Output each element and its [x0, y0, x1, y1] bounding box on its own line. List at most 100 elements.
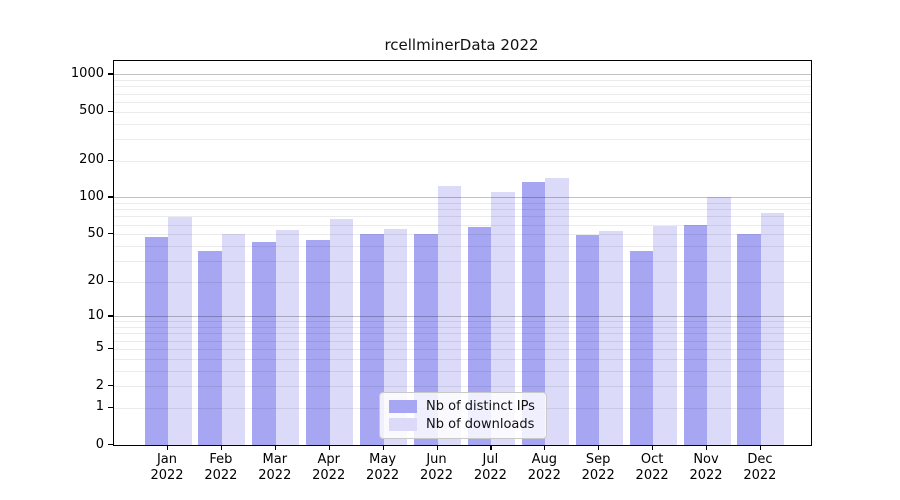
- legend: Nb of distinct IPs Nb of downloads: [379, 392, 547, 439]
- x-tick-label: May 2022: [356, 452, 410, 484]
- y-tick-mark: [108, 385, 113, 387]
- gridline-minor: [114, 80, 811, 82]
- bar-nb-of-downloads: [168, 217, 192, 445]
- x-tick-year: 2022: [473, 468, 507, 483]
- bar-nb-of-distinct-ips: [360, 234, 384, 445]
- x-tick-month: Apr: [317, 452, 340, 467]
- legend-row: Nb of downloads: [389, 417, 535, 432]
- bar-nb-of-distinct-ips: [252, 242, 276, 445]
- bar-nb-of-downloads: [760, 212, 785, 445]
- y-tick-mark: [108, 444, 113, 446]
- x-tick-mark: [436, 445, 438, 450]
- gridline-minor: [114, 260, 811, 262]
- gridline-minor: [114, 93, 811, 95]
- gridline-minor: [114, 281, 811, 283]
- gridline-major: [114, 74, 811, 76]
- y-tick-label: 5: [95, 340, 104, 356]
- y-tick-mark: [108, 233, 113, 235]
- bar-nb-of-downloads: [275, 230, 300, 445]
- legend-swatch: [389, 418, 417, 431]
- gridline-minor: [114, 340, 811, 342]
- x-tick-mark: [490, 445, 492, 450]
- gridline-minor: [114, 358, 811, 360]
- gridline-minor: [114, 386, 811, 388]
- x-tick-year: 2022: [527, 468, 561, 483]
- gridline-minor: [114, 234, 811, 236]
- legend-label: Nb of distinct IPs: [426, 399, 535, 414]
- y-tick-mark: [108, 73, 113, 75]
- y-tick-label: 1: [95, 399, 104, 415]
- y-tick-mark: [108, 347, 113, 350]
- bar-nb-of-distinct-ips: [306, 239, 330, 445]
- bar-nb-of-distinct-ips: [144, 237, 168, 445]
- x-tick-label: Jun 2022: [410, 452, 464, 484]
- x-tick-year: 2022: [366, 468, 400, 483]
- chart-title: rcellminerData 2022: [384, 36, 539, 54]
- x-tick-mark: [652, 445, 654, 450]
- x-tick-label: Jan 2022: [140, 452, 194, 484]
- y-tick-label: 0: [95, 436, 104, 452]
- gridline-minor: [114, 245, 811, 247]
- gridline-minor: [114, 203, 811, 205]
- bar-nb-of-distinct-ips: [575, 235, 600, 445]
- gridline-minor: [114, 327, 811, 329]
- x-tick-month: Sep: [585, 452, 611, 467]
- x-tick-mark: [167, 445, 169, 450]
- bar-nb-of-distinct-ips: [198, 251, 222, 445]
- gridline-minor: [114, 333, 811, 335]
- x-tick-year: 2022: [635, 468, 669, 483]
- y-tick-mark: [108, 196, 113, 198]
- x-tick-month: Jun: [426, 452, 447, 467]
- gridline-minor: [114, 138, 811, 140]
- gridline-minor: [114, 123, 811, 125]
- y-tick-mark: [108, 406, 113, 408]
- bar-nb-of-downloads: [221, 234, 246, 445]
- x-tick-year: 2022: [204, 468, 238, 483]
- x-tick-year: 2022: [419, 468, 454, 483]
- x-tick-mark: [220, 445, 223, 450]
- y-tick-label: 1000: [70, 65, 104, 81]
- bar-nb-of-downloads: [329, 219, 354, 445]
- x-tick-month: Oct: [640, 452, 664, 467]
- gridline-minor: [114, 86, 811, 88]
- x-tick-month: Mar: [262, 452, 288, 467]
- bar-nb-of-downloads: [707, 197, 731, 445]
- x-tick-year: 2022: [312, 468, 346, 483]
- bar-nb-of-distinct-ips: [737, 234, 761, 445]
- gridline-minor: [114, 209, 811, 211]
- bar-nb-of-distinct-ips: [521, 182, 546, 445]
- gridline-minor: [114, 216, 811, 218]
- legend-label: Nb of downloads: [426, 417, 535, 432]
- bar-nb-of-downloads: [491, 192, 515, 445]
- gridline-major: [114, 316, 811, 318]
- x-tick-month: Dec: [747, 452, 773, 467]
- gridline-minor: [114, 348, 811, 350]
- y-tick-label: 10: [87, 307, 104, 323]
- x-tick-mark: [544, 445, 546, 450]
- x-tick-month: Aug: [531, 452, 557, 467]
- x-tick-month: Nov: [693, 452, 719, 467]
- x-tick-label: Nov 2022: [679, 452, 733, 484]
- y-tick-label: 100: [79, 188, 104, 204]
- x-tick-year: 2022: [689, 468, 723, 483]
- x-tick-label: Feb 2022: [194, 452, 248, 484]
- x-tick-label: Sep 2022: [571, 452, 625, 484]
- bar-nb-of-downloads: [545, 178, 569, 445]
- y-tick-mark: [108, 159, 113, 161]
- x-tick-mark: [382, 445, 384, 450]
- bar-nb-of-downloads: [437, 186, 461, 445]
- x-tick-year: 2022: [150, 468, 184, 483]
- y-tick-label: 500: [79, 103, 104, 119]
- bar-nb-of-distinct-ips: [683, 225, 707, 445]
- bar-nb-of-downloads: [383, 229, 408, 445]
- x-tick-label: Oct 2022: [625, 452, 679, 484]
- x-tick-year: 2022: [258, 468, 292, 483]
- plot-area: Nb of distinct IPs Nb of downloads: [113, 60, 812, 446]
- x-tick-mark: [706, 445, 708, 450]
- x-tick-month: Jul: [482, 452, 499, 467]
- x-tick-mark: [328, 445, 330, 450]
- gridline-minor: [114, 370, 811, 372]
- y-tick-label: 2: [95, 377, 104, 393]
- gridline-minor: [114, 101, 811, 103]
